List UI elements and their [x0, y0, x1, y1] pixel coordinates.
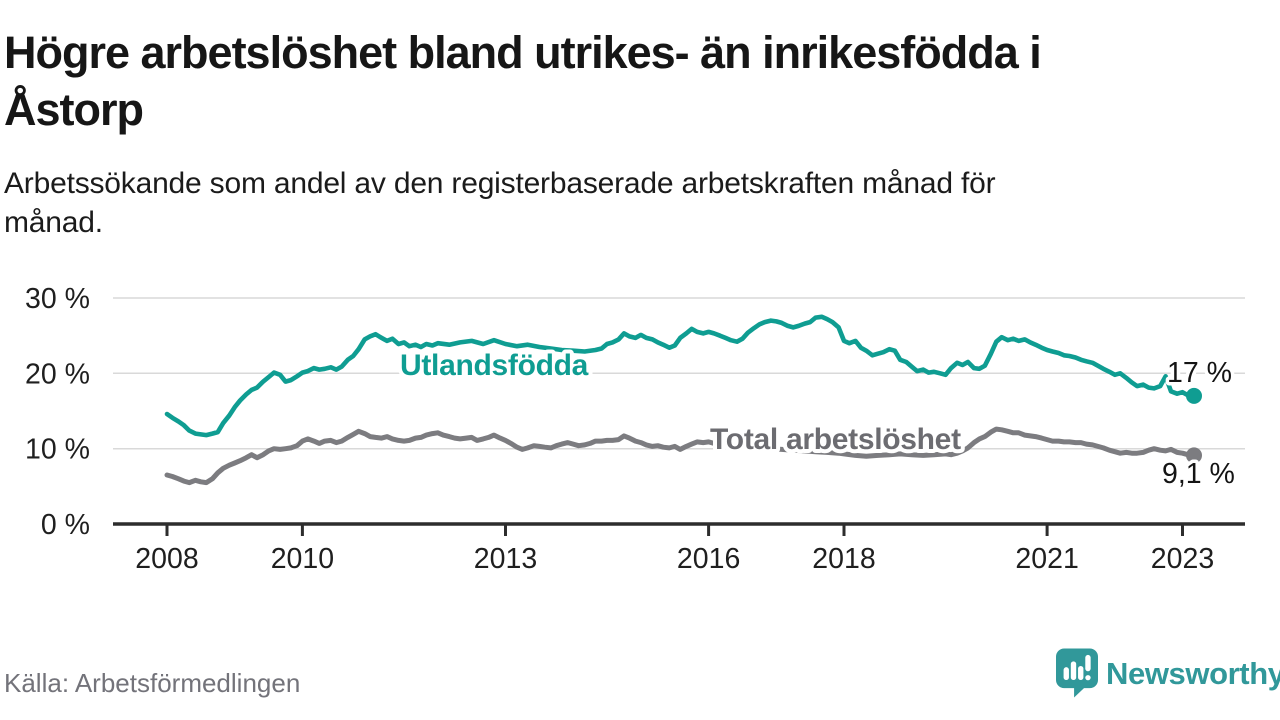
series-label-total-arbetsloshet: Total arbetslöshet — [710, 423, 961, 456]
end-value-label-total: 9,1 % — [1162, 458, 1235, 490]
chart-subtitle: Arbetssökande som andel av den registerb… — [4, 164, 996, 242]
series-line-utlandsfodda — [164, 314, 1197, 438]
x-axis-label: 2010 — [271, 543, 334, 575]
end-value-label-utlandsfodda: 17 % — [1167, 357, 1232, 389]
subtitle-line-2: månad. — [4, 206, 103, 239]
y-axis-label: 20 % — [25, 358, 90, 390]
x-axis-label: 2021 — [1015, 543, 1078, 575]
y-axis-label: 0 % — [41, 509, 90, 541]
x-axis-label: 2008 — [135, 543, 198, 575]
newsworthy-logo: Newsworthy — [1056, 648, 1280, 698]
newsworthy-speech-bubble-icon — [1056, 648, 1098, 698]
series-end-dot-utlandsfodda — [1186, 387, 1202, 404]
series-line-total — [164, 426, 1197, 486]
series-label-utlandsfodda: Utlandsfödda — [400, 349, 589, 382]
y-axis-label: 30 % — [25, 283, 90, 315]
chart-generated-layer: 0 % 10 % 20 % 30 % 2008 2010 2013 2016 2018 2021 2… — [25, 283, 1245, 575]
page-title: Högre arbetslöshet bland utrikes- än inr… — [4, 24, 1042, 138]
x-axis-label: 2013 — [474, 543, 537, 575]
title-line-2: Åstorp — [4, 84, 144, 135]
x-axis-label: 2023 — [1151, 543, 1214, 575]
series-end-dot-total — [1186, 447, 1202, 464]
source-caption: Källa: Arbetsförmedlingen — [4, 668, 301, 698]
y-axis-label: 10 % — [25, 434, 90, 466]
x-axis-label: 2018 — [812, 543, 875, 575]
x-axis-label: 2016 — [677, 543, 740, 575]
title-line-1: Högre arbetslöshet bland utrikes- än inr… — [4, 27, 1042, 78]
newsworthy-wordmark: Newsworthy — [1106, 655, 1280, 691]
subtitle-line-1: Arbetssökande som andel av den registerb… — [4, 167, 996, 200]
